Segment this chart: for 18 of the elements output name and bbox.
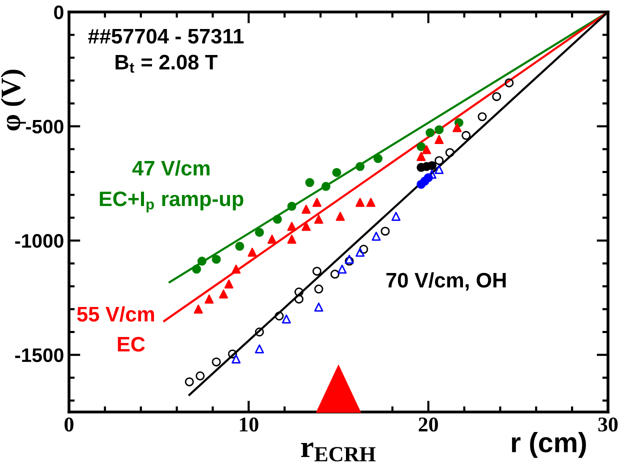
annotation: 70 V/cm, OH	[386, 272, 506, 291]
x-tick-label: 30	[598, 417, 618, 432]
x-tick-label: 10	[240, 417, 258, 432]
y-tick-label: -500	[26, 120, 64, 134]
text: r$_{ECRH}$	[301, 442, 376, 462]
annotation: 55 V/cm	[77, 306, 154, 322]
annotation: 47 V/cm	[132, 160, 210, 176]
x-tick-label: 20	[418, 417, 438, 432]
y-tick-label: 0	[54, 5, 64, 20]
y-axis-title: φ (V)	[0, 70, 26, 130]
x-axis-title: r (cm)	[512, 432, 586, 458]
y-tick-label: -1000	[15, 234, 64, 248]
annotation: ##57704 - 57311	[88, 28, 244, 44]
annotation: B$_{t}$ = 2.08 T	[116, 54, 218, 73]
y-tick-label: -1500	[15, 348, 64, 362]
annotation: EC	[118, 336, 145, 352]
x-tick-label: 0	[64, 417, 74, 432]
annotation: EC+I$_{p}$ ramp-up	[100, 191, 244, 212]
